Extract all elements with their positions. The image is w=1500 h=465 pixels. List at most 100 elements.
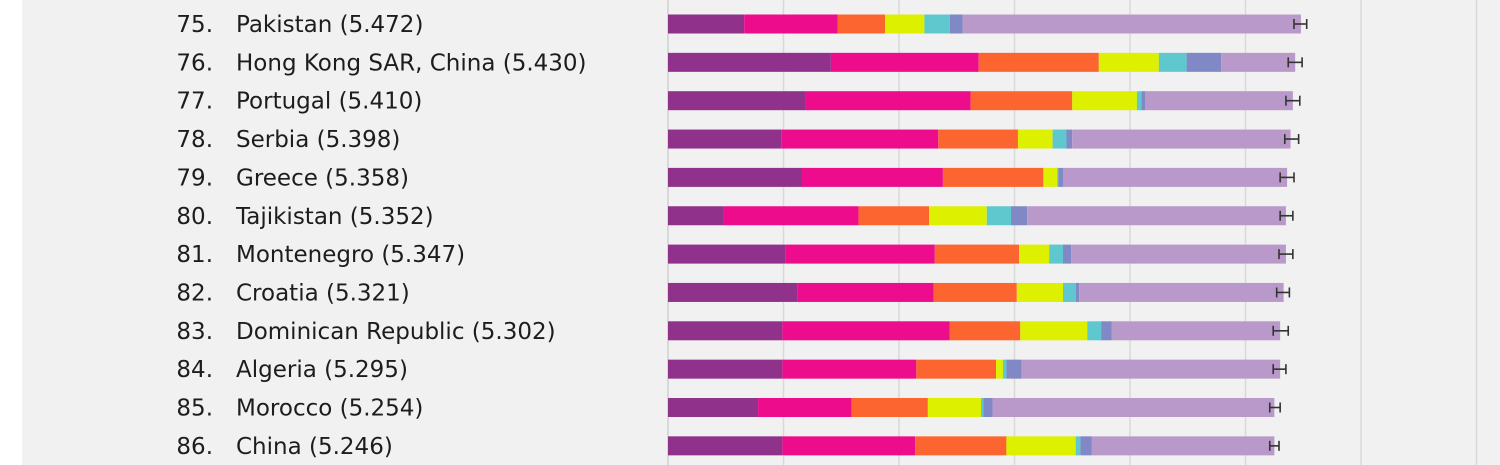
bar-segment-2 xyxy=(782,436,916,456)
bar-segment-3 xyxy=(837,14,886,34)
bar-segment-3 xyxy=(858,206,930,226)
chart-rows: 75. Pakistan (5.472) 76. Hong Kong SAR, Chi… xyxy=(176,12,1308,460)
bar-segment-2 xyxy=(797,282,934,302)
plot-background xyxy=(22,0,1500,465)
country-label: Portugal (5.410) xyxy=(236,89,422,115)
error-bar xyxy=(1272,325,1290,336)
chart-row: 86. China (5.246) xyxy=(176,434,1280,460)
bar-segment-1 xyxy=(668,129,782,149)
bar-segment-6 xyxy=(949,14,963,34)
bar-segment-4 xyxy=(1006,436,1076,456)
chart-row: 77. Portugal (5.410) xyxy=(176,89,1301,115)
bar-segment-6 xyxy=(1075,282,1080,302)
country-label: Montenegro (5.347) xyxy=(236,242,465,268)
bar-segment-5 xyxy=(986,206,1012,226)
rank-label: 79. xyxy=(176,165,213,191)
chart-row: 79. Greece (5.358) xyxy=(176,165,1295,191)
bar-segment-4 xyxy=(1098,52,1159,72)
chart-row: 76. Hong Kong SAR, China (5.430) xyxy=(176,50,1303,76)
bar-segment-5 xyxy=(1158,52,1187,72)
bar-segment-4 xyxy=(885,14,925,34)
error-bar xyxy=(1272,364,1287,375)
chart-row: 80. Tajikistan (5.352) xyxy=(176,204,1294,230)
rank-label: 76. xyxy=(176,50,213,76)
bar-segment-7 xyxy=(1221,52,1296,72)
vertical-gridlines xyxy=(667,0,1478,465)
bar-segment-2 xyxy=(801,167,943,187)
bar-segment-1 xyxy=(668,52,831,72)
error-bar xyxy=(1279,172,1295,183)
bar-segment-7 xyxy=(1072,129,1291,149)
error-bar xyxy=(1279,210,1294,221)
bar-segment-2 xyxy=(805,91,971,111)
bar-segment-4 xyxy=(1019,244,1050,264)
bar-segment-3 xyxy=(970,91,1073,111)
bar-segment-1 xyxy=(668,282,798,302)
bar-segment-4 xyxy=(1016,282,1064,302)
country-label: Greece (5.358) xyxy=(236,165,409,191)
bar-segment-5 xyxy=(1002,359,1007,379)
bar-segment-6 xyxy=(1141,91,1146,111)
country-label: Morocco (5.254) xyxy=(236,396,423,422)
bar-segment-5 xyxy=(1057,167,1059,187)
bar-segment-2 xyxy=(782,321,950,341)
bar-segment-5 xyxy=(1136,91,1142,111)
error-bar xyxy=(1283,134,1300,145)
country-label: Pakistan (5.472) xyxy=(236,12,423,38)
bar-segment-2 xyxy=(781,129,939,149)
rank-label: 86. xyxy=(176,434,213,460)
bar-segment-1 xyxy=(668,398,759,417)
chart-row: 85. Morocco (5.254) xyxy=(176,396,1281,422)
bar-segment-2 xyxy=(758,398,852,417)
bar-segment-7 xyxy=(1071,244,1286,264)
bar-segment-4 xyxy=(927,398,982,417)
rank-label: 84. xyxy=(176,357,213,383)
bar-segment-3 xyxy=(915,436,1007,456)
bar-segment-1 xyxy=(668,91,806,111)
bar-segment-6 xyxy=(1186,52,1222,72)
country-label: China (5.246) xyxy=(236,434,393,460)
country-label: Algeria (5.295) xyxy=(236,357,408,383)
bar-segment-2 xyxy=(785,244,935,264)
bar-segment-4 xyxy=(996,359,1003,379)
bar-segment-3 xyxy=(938,129,1018,149)
bar-segment-3 xyxy=(942,167,1044,187)
bar-segment-7 xyxy=(962,14,1301,34)
bar-segment-6 xyxy=(983,398,993,417)
rank-label: 83. xyxy=(176,319,213,345)
bar-segment-6 xyxy=(1058,167,1064,187)
bar-segment-7 xyxy=(1027,206,1286,226)
country-label: Tajikistan (5.352) xyxy=(235,204,434,230)
bar-segment-4 xyxy=(1017,129,1053,149)
bar-segment-3 xyxy=(851,398,928,417)
bar-segment-2 xyxy=(744,14,838,34)
bar-segment-1 xyxy=(668,321,783,341)
error-bar xyxy=(1285,95,1301,106)
error-bar xyxy=(1268,402,1281,413)
bar-segment-5 xyxy=(1063,282,1076,302)
chart-row: 75. Pakistan (5.472) xyxy=(176,12,1308,38)
error-bar xyxy=(1287,57,1303,68)
bar-segment-1 xyxy=(668,244,786,264)
bar-segment-6 xyxy=(1063,244,1072,264)
bar-segment-7 xyxy=(1145,91,1293,111)
country-label: Serbia (5.398) xyxy=(236,127,400,153)
error-bar xyxy=(1268,440,1280,451)
error-bar xyxy=(1275,287,1291,298)
bar-segment-5 xyxy=(981,398,984,417)
error-bar xyxy=(1278,249,1294,260)
bar-segment-3 xyxy=(978,52,1099,72)
rank-label: 75. xyxy=(176,12,213,38)
bar-segment-4 xyxy=(1020,321,1088,341)
bar-segment-7 xyxy=(1091,436,1275,456)
bar-segment-5 xyxy=(924,14,950,34)
bar-segment-2 xyxy=(782,359,917,379)
bar-segment-3 xyxy=(934,244,1020,264)
rank-label: 80. xyxy=(176,204,213,230)
rank-label: 78. xyxy=(176,127,213,153)
bar-segment-3 xyxy=(916,359,997,379)
chart-row: 83. Dominican Republic (5.302) xyxy=(176,319,1290,345)
bar-segment-1 xyxy=(668,167,802,187)
rank-label: 85. xyxy=(176,396,213,422)
bar-segment-7 xyxy=(1063,167,1288,187)
